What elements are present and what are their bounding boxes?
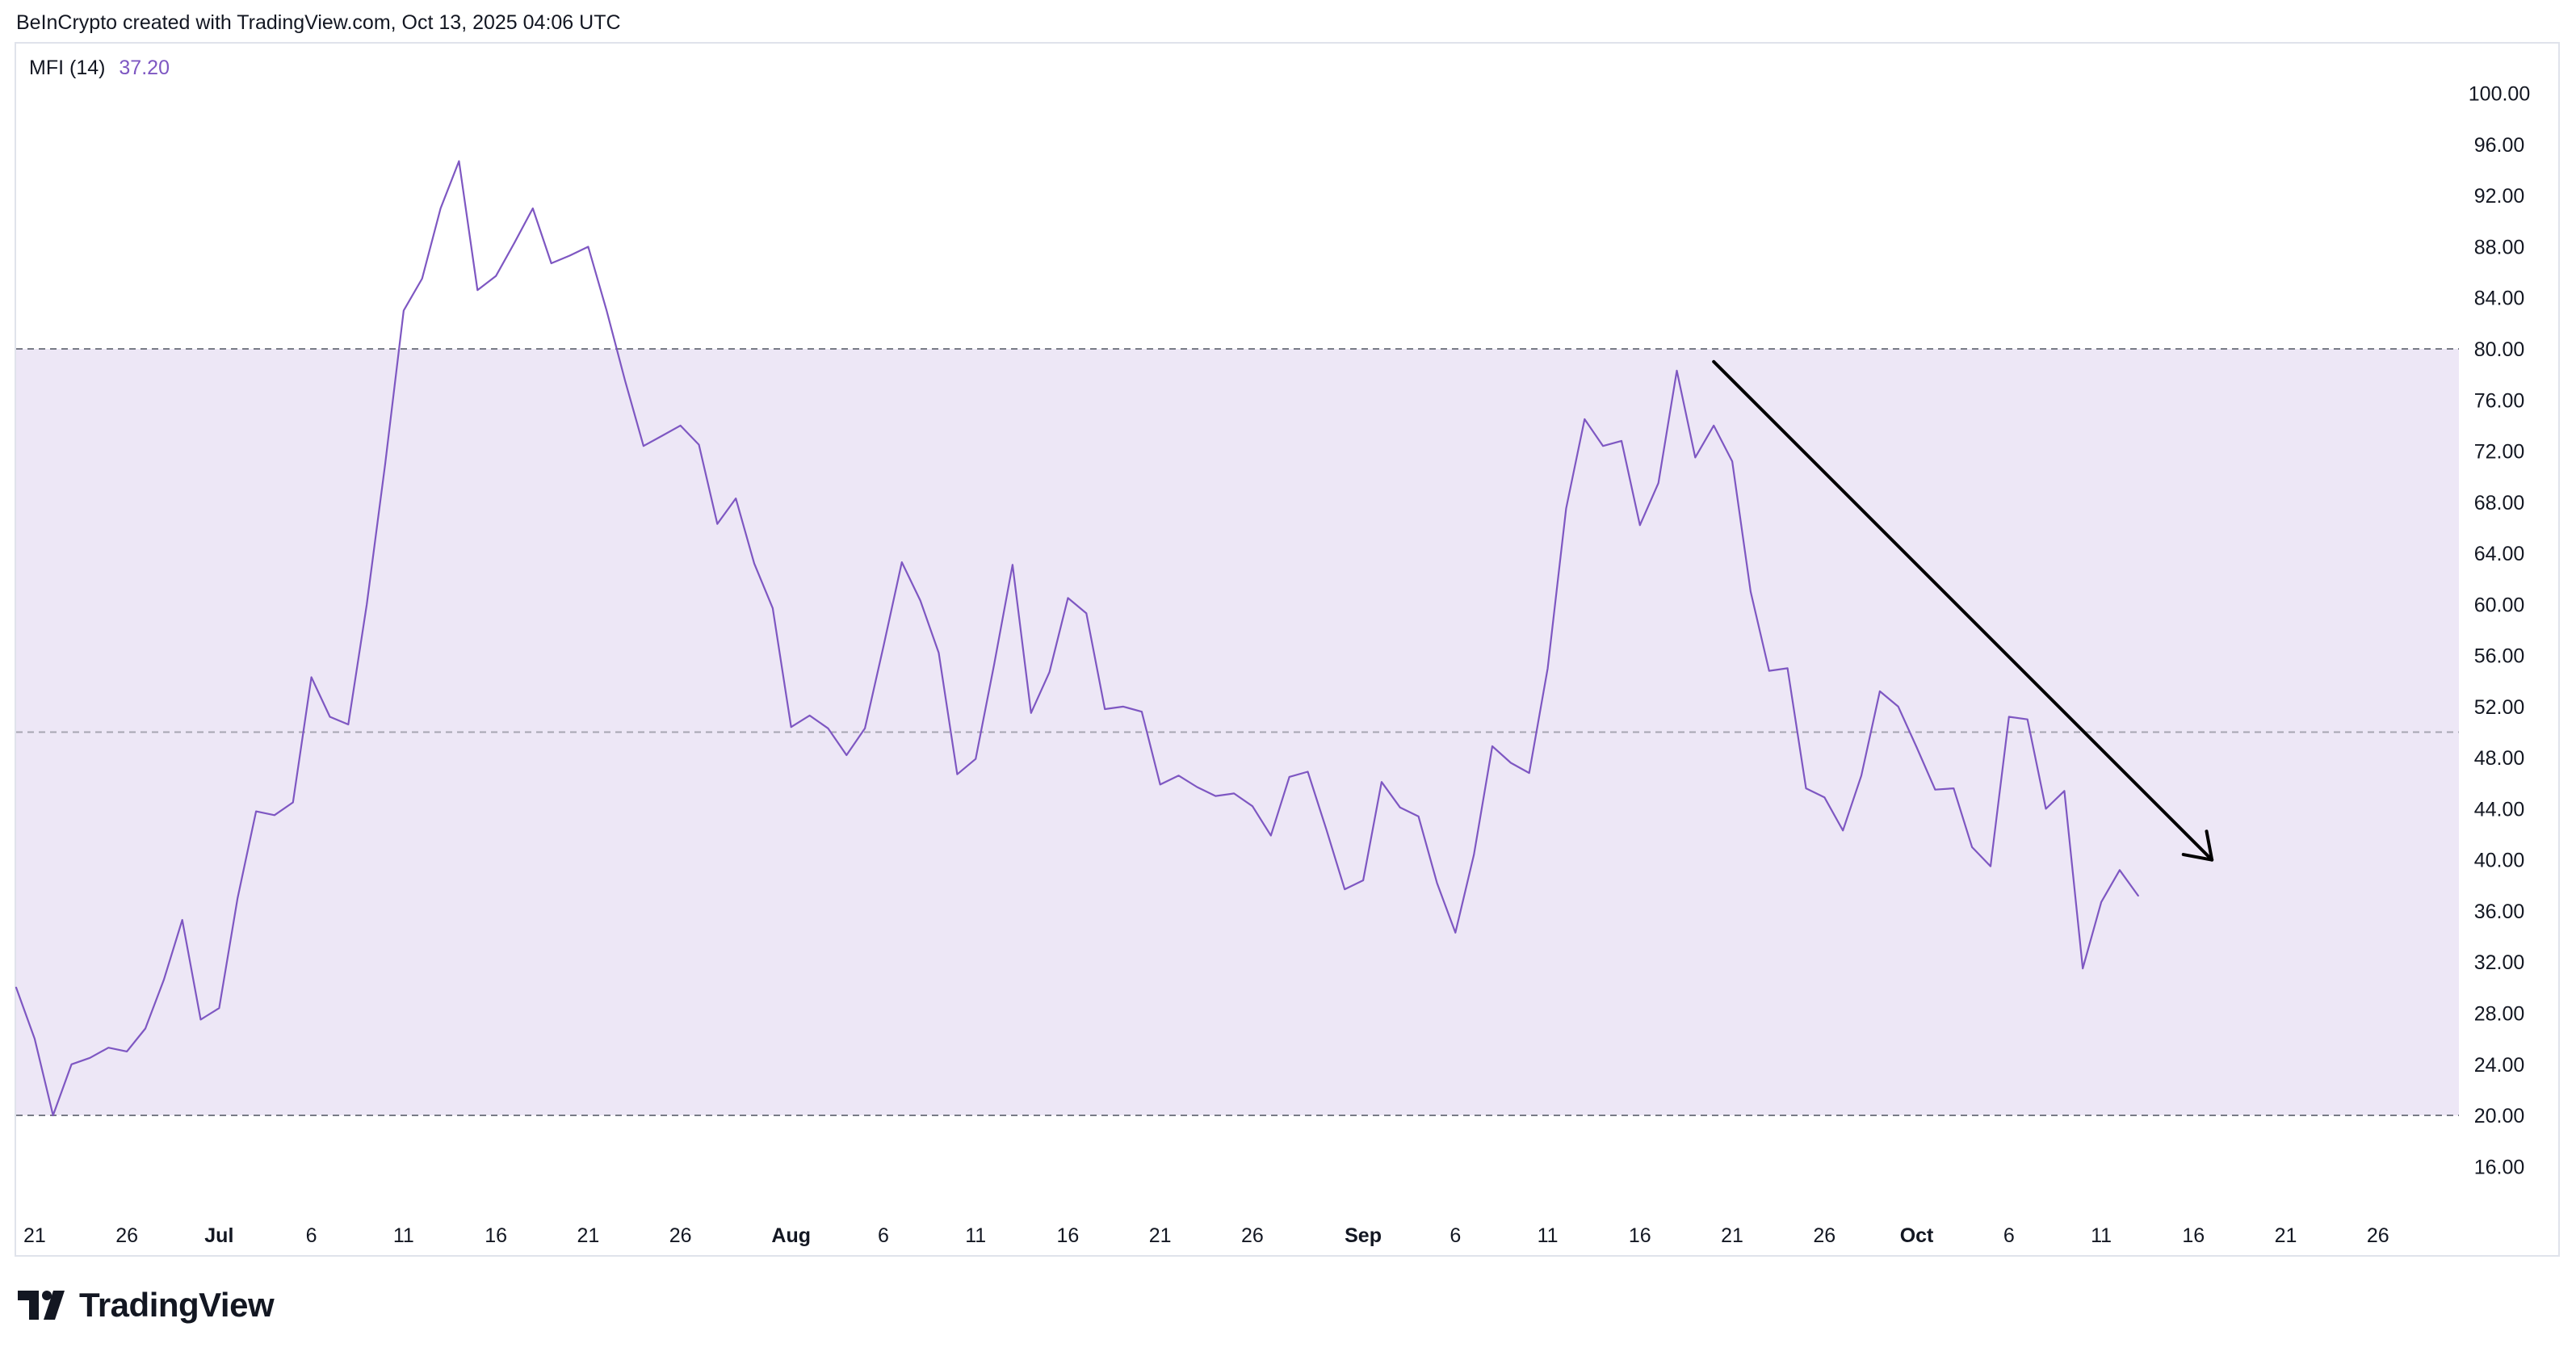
y-axis-tick-label: 20.00: [2474, 1105, 2525, 1127]
y-axis-tick-label: 60.00: [2474, 594, 2525, 616]
y-axis-tick-label: 100.00: [2469, 83, 2530, 106]
y-axis-tick-label: 24.00: [2474, 1054, 2525, 1077]
y-axis-tick-label: 84.00: [2474, 288, 2525, 310]
indicator-legend[interactable]: MFI (14) 37.20: [29, 57, 170, 80]
x-axis-tick-label: 21: [577, 1224, 599, 1247]
x-axis-tick-label: 16: [1629, 1224, 1651, 1247]
x-axis-tick-label: 6: [878, 1224, 889, 1247]
x-axis-tick-label: 6: [1450, 1224, 1461, 1247]
x-axis-tick-label: 26: [1813, 1224, 1836, 1247]
y-axis-tick-label: 96.00: [2474, 134, 2525, 157]
x-axis-tick-label: 26: [115, 1224, 138, 1247]
chart-attribution: BeInCrypto created with TradingView.com,…: [16, 11, 621, 34]
mfi-band-layer: [16, 348, 2459, 1117]
x-axis-tick-label: 16: [1057, 1224, 1080, 1247]
x-axis-tick-label: 11: [393, 1224, 414, 1247]
tradingview-logo-icon: [18, 1291, 65, 1320]
trend-arrow-line: [1712, 359, 2214, 862]
chart-panel: [15, 42, 2560, 1257]
x-axis-tick-label: 6: [306, 1224, 317, 1247]
y-axis-tick-label: 56.00: [2474, 645, 2525, 668]
y-axis-tick-label: 64.00: [2474, 543, 2525, 565]
legend-indicator-name: MFI (14): [29, 57, 106, 79]
x-axis-tick-label: 26: [1241, 1224, 1264, 1247]
y-axis-tick-label: 92.00: [2474, 185, 2525, 208]
tradingview-logo[interactable]: TradingView: [18, 1286, 275, 1325]
y-axis-tick-label: 32.00: [2474, 951, 2525, 974]
x-axis-tick-label: 11: [965, 1224, 986, 1247]
y-axis-tick-label: 80.00: [2474, 338, 2525, 361]
x-axis-tick-label: 6: [2003, 1224, 2015, 1247]
x-axis-tick-label: Oct: [1900, 1224, 1934, 1247]
x-axis-tick-label: 21: [2275, 1224, 2297, 1247]
x-axis-tick-label: Aug: [771, 1224, 811, 1247]
x-axis-tick-label: 26: [669, 1224, 692, 1247]
time-axis[interactable]: 21 26 Jul 6 11 16 21 26 Aug 6 11 16 21 26 Sep 6 11 16 21 26…: [23, 1224, 2389, 1247]
x-axis-tick-label: 26: [2367, 1224, 2389, 1247]
y-axis-tick-label: 28.00: [2474, 1002, 2525, 1025]
y-axis-tick-label: 68.00: [2474, 492, 2525, 514]
mfi-series-line: [15, 160, 2139, 1117]
y-axis-tick-label: 16.00: [2474, 1156, 2525, 1178]
y-axis-tick-label: 52.00: [2474, 696, 2525, 719]
tradingview-brand-text: TradingView: [79, 1286, 275, 1324]
x-axis-tick-label: 21: [1721, 1224, 1743, 1247]
x-axis-tick-label: Sep: [1345, 1224, 1382, 1247]
x-axis-tick-label: 16: [485, 1224, 507, 1247]
y-axis-tick-label: 72.00: [2474, 441, 2525, 464]
x-axis-tick-label: 11: [1538, 1224, 1559, 1247]
y-axis-tick-label: 40.00: [2474, 850, 2525, 872]
y-axis-tick-label: 76.00: [2474, 389, 2525, 412]
price-axis[interactable]: 100.00 96.00 92.00 88.00 84.00 80.00 76.00 72.0…: [2469, 83, 2530, 1179]
x-axis-tick-label: 21: [1149, 1224, 1172, 1247]
y-axis-tick-label: 44.00: [2474, 798, 2525, 821]
mfi-series-layer: [15, 160, 2139, 1117]
legend-indicator-value: 37.20: [119, 57, 170, 79]
trend-arrow-head: [2181, 829, 2214, 862]
x-axis-tick-label: Jul: [204, 1224, 233, 1247]
x-axis-tick-label: 16: [2182, 1224, 2205, 1247]
x-axis-tick-label: 11: [2091, 1224, 2112, 1247]
y-axis-tick-label: 88.00: [2474, 236, 2525, 258]
y-axis-tick-label: 48.00: [2474, 747, 2525, 770]
drawing-layer[interactable]: [1712, 359, 2214, 862]
y-axis-tick-label: 36.00: [2474, 901, 2525, 923]
x-axis-tick-label: 21: [23, 1224, 46, 1247]
